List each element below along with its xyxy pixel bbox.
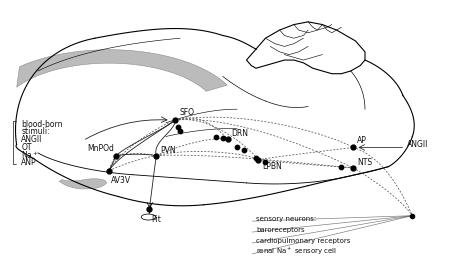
Polygon shape — [59, 179, 107, 189]
Text: MnPOd: MnPOd — [87, 144, 114, 153]
Text: SFO: SFO — [179, 108, 194, 117]
Text: OT: OT — [21, 143, 32, 152]
Text: Na$^+$: Na$^+$ — [21, 149, 39, 161]
Text: blood-born: blood-born — [21, 120, 63, 129]
Text: cardiopulmonary receptors: cardiopulmonary receptors — [256, 238, 350, 244]
Text: ANGII: ANGII — [21, 135, 43, 144]
Text: NTS: NTS — [357, 158, 372, 167]
Text: Pit: Pit — [152, 215, 162, 224]
Text: baroreceptors: baroreceptors — [256, 227, 305, 233]
Text: PVN: PVN — [160, 146, 176, 155]
Text: ANP: ANP — [21, 158, 37, 167]
Text: LPBN: LPBN — [262, 162, 282, 171]
Text: sensory neurons:: sensory neurons: — [256, 216, 316, 222]
Text: stimuli:: stimuli: — [21, 127, 50, 136]
Text: AV3V: AV3V — [111, 176, 131, 185]
Text: ANGII: ANGII — [407, 140, 428, 149]
Text: AP: AP — [357, 136, 367, 145]
Polygon shape — [17, 50, 227, 91]
Text: renal Na$^+$ sensory cell: renal Na$^+$ sensory cell — [256, 246, 337, 257]
Text: DRN: DRN — [231, 129, 248, 138]
